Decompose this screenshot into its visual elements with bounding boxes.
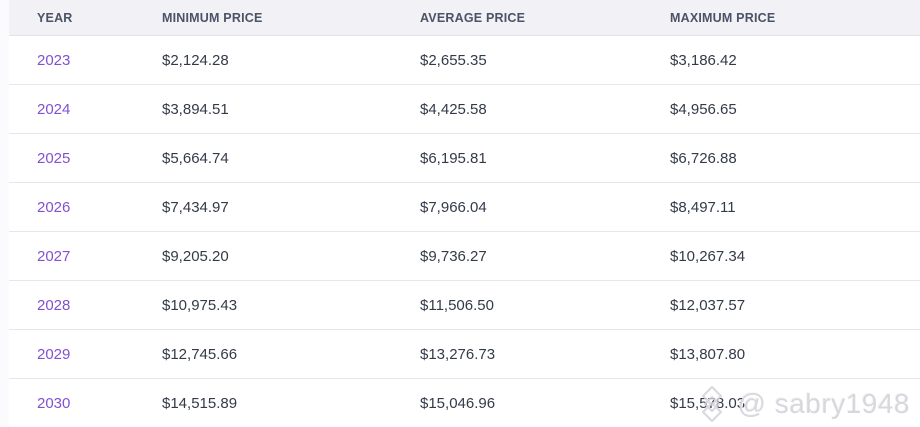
table-row: 2029 $12,745.66 $13,276.73 $13,807.80 [9,330,920,379]
year-link[interactable]: 2030 [37,394,71,412]
avg-price-cell: $2,655.35 [420,51,487,69]
min-price-cell: $2,124.28 [162,51,229,69]
min-price-cell: $3,894.51 [162,100,229,118]
column-header-minimum-price: MINIMUM PRICE [162,10,263,25]
max-price-cell: $4,956.65 [670,100,737,118]
table-row: 2024 $3,894.51 $4,425.58 $4,956.65 [9,85,920,134]
year-link[interactable]: 2027 [37,247,71,265]
column-header-average-price: AVERAGE PRICE [420,10,526,25]
avg-price-cell: $9,736.27 [420,247,487,265]
year-link[interactable]: 2026 [37,198,71,216]
table-header-row: YEAR MINIMUM PRICE AVERAGE PRICE MAXIMUM… [9,0,920,36]
avg-price-cell: $11,506.50 [420,296,494,314]
table-row: 2028 $10,975.43 $11,506.50 $12,037.57 [9,281,920,330]
year-link[interactable]: 2028 [37,296,71,314]
max-price-cell: $10,267.34 [670,247,746,265]
column-header-year: YEAR [37,10,73,25]
table-row: 2030 $14,515.89 $15,046.96 $15,578.03 [9,379,920,427]
max-price-cell: $6,726.88 [670,149,737,167]
max-price-cell: $8,497.11 [670,198,736,216]
min-price-cell: $14,515.89 [162,394,238,412]
min-price-cell: $10,975.43 [162,296,238,314]
year-link[interactable]: 2029 [37,345,71,363]
table-row: 2027 $9,205.20 $9,736.27 $10,267.34 [9,232,920,281]
max-price-cell: $12,037.57 [670,296,746,314]
min-price-cell: $7,434.97 [162,198,229,216]
column-header-maximum-price: MAXIMUM PRICE [670,10,776,25]
table-row: 2026 $7,434.97 $7,966.04 $8,497.11 [9,183,920,232]
price-prediction-table: YEAR MINIMUM PRICE AVERAGE PRICE MAXIMUM… [9,0,920,427]
avg-price-cell: $13,276.73 [420,345,496,363]
min-price-cell: $5,664.74 [162,149,229,167]
min-price-cell: $12,745.66 [162,345,238,363]
min-price-cell: $9,205.20 [162,247,229,265]
year-link[interactable]: 2025 [37,149,71,167]
year-link[interactable]: 2024 [37,100,71,118]
avg-price-cell: $15,046.96 [420,394,496,412]
year-link[interactable]: 2023 [37,51,71,69]
max-price-cell: $13,807.80 [670,345,746,363]
table-row: 2023 $2,124.28 $2,655.35 $3,186.42 [9,36,920,85]
avg-price-cell: $6,195.81 [420,149,487,167]
avg-price-cell: $7,966.04 [420,198,487,216]
table-row: 2025 $5,664.74 $6,195.81 $6,726.88 [9,134,920,183]
max-price-cell: $15,578.03 [670,394,746,412]
avg-price-cell: $4,425.58 [420,100,487,118]
max-price-cell: $3,186.42 [670,51,737,69]
